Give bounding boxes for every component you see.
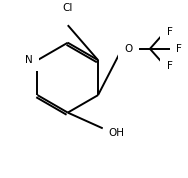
Text: F: F [167, 61, 172, 71]
Text: O: O [125, 44, 133, 54]
Text: N: N [25, 55, 33, 65]
Text: Cl: Cl [63, 3, 73, 13]
Text: F: F [167, 27, 172, 37]
Text: F: F [176, 44, 182, 54]
Text: OH: OH [109, 128, 125, 138]
